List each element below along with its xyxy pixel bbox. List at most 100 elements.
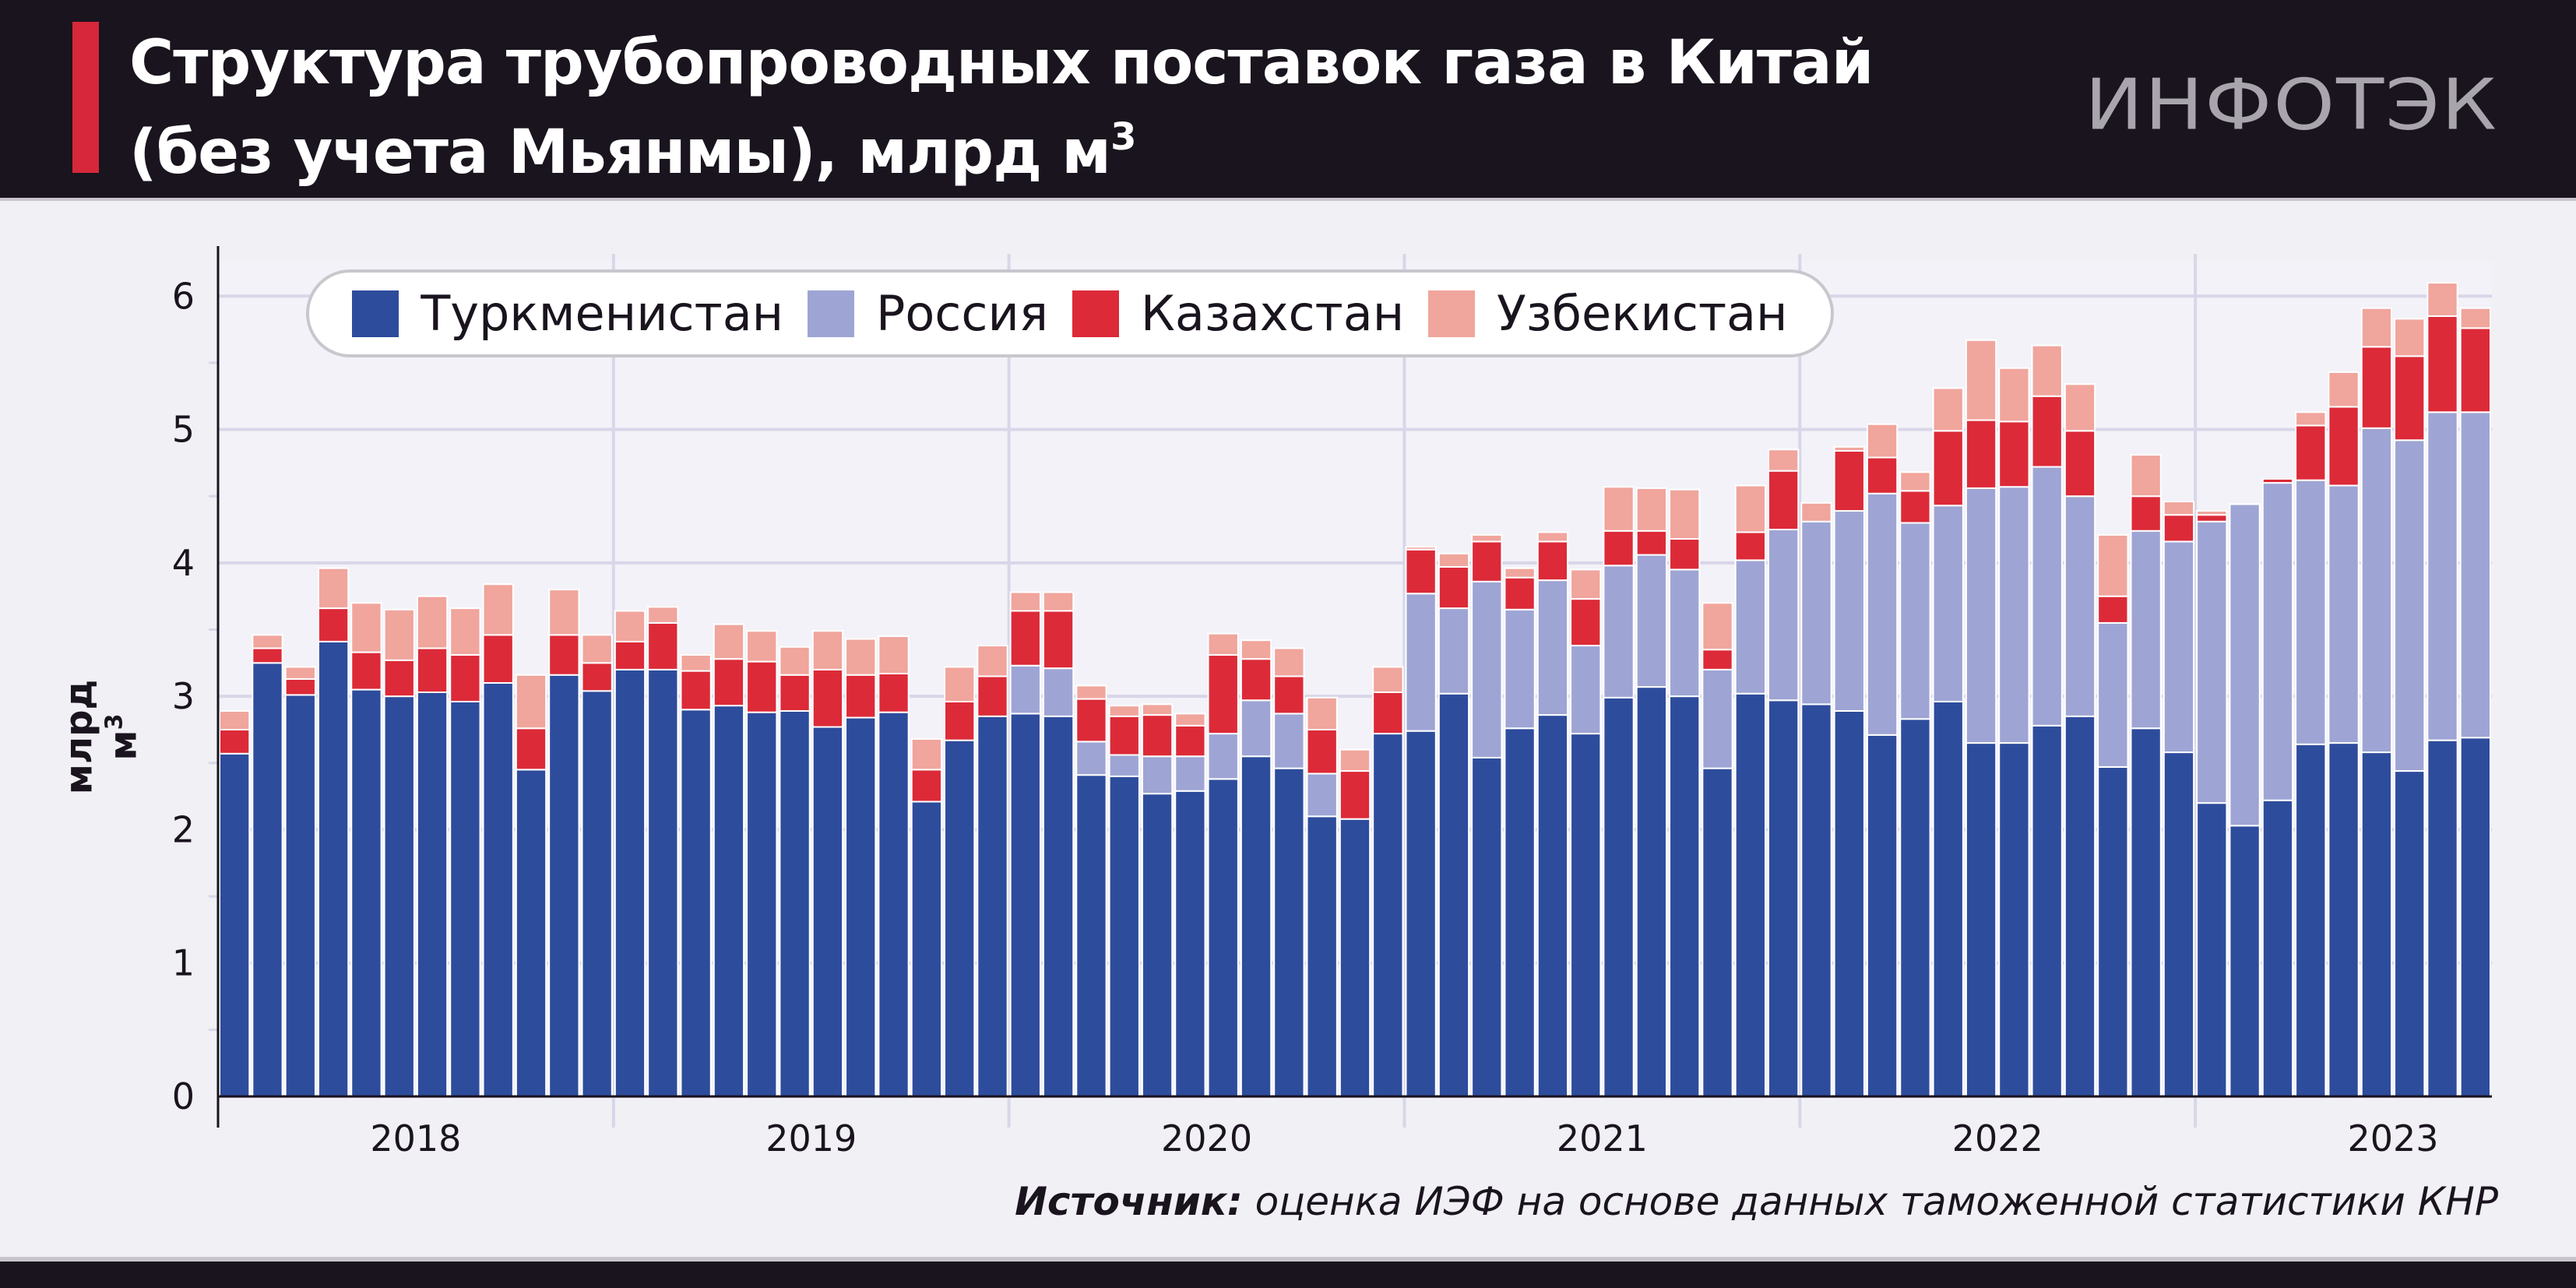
bar-russia [1800,520,1832,706]
bar-uzbekistan [1669,488,1701,540]
brand-logo: ИНФОТЭК [2085,64,2498,146]
bar-turkmenistan [1866,734,1899,1097]
bar-kazakhstan [779,674,811,712]
bar-kazakhstan [1536,540,1569,582]
bar-russia [1471,580,1503,758]
bar-uzbekistan [1800,501,1832,523]
bar-kazakhstan [1833,449,1865,512]
bar-kazakhstan [2328,406,2360,487]
bar-uzbekistan [1570,568,1602,600]
bar-kazakhstan [1372,691,1404,735]
bar-kazakhstan [252,647,283,664]
bar-uzbekistan [2130,454,2162,498]
title-superscript: 3 [1110,115,1136,159]
bar-turkmenistan [2261,799,2294,1097]
bar-russia [2459,411,2491,739]
bar-russia [1734,559,1766,695]
bar-kazakhstan [1339,770,1371,820]
bar-turkmenistan [317,640,350,1097]
bar-kazakhstan [1899,490,1931,524]
bar-kazakhstan [1570,598,1602,647]
bar-uzbekistan [1108,705,1140,717]
bar-kazakhstan [1504,576,1536,611]
bar-kazakhstan [2097,595,2129,624]
bar-kazakhstan [449,654,481,702]
bar-turkmenistan [1042,715,1075,1097]
bar-kazakhstan [1438,565,1470,610]
bar-kazakhstan [878,673,910,713]
bar-uzbekistan [2031,344,2063,397]
bar-russia [1833,510,1865,712]
bar-turkmenistan [1767,699,1800,1098]
bar-turkmenistan [2163,751,2195,1098]
bar-kazakhstan [219,728,251,755]
bar-uzbekistan [1306,696,1338,730]
bar-kazakhstan [350,651,382,691]
bar-kazakhstan [548,634,580,676]
y-tick-label: 0 [172,1075,195,1117]
legend-item-uzbekistan: Узбекистан [1427,285,1788,342]
legend-item-turkmenistan: Туркменистан [352,285,783,342]
bar-uzbekistan [1833,445,1865,452]
bar-turkmenistan [219,752,251,1097]
bar-kazakhstan [482,634,514,684]
bar-uzbekistan [1372,666,1404,693]
y-tick-label: 5 [172,409,195,451]
bar-kazakhstan [1042,610,1075,670]
bar-turkmenistan [1438,692,1470,1097]
bar-kazakhstan [647,621,679,670]
bar-turkmenistan [1108,775,1140,1097]
bar-russia [1603,565,1635,699]
bar-uzbekistan [1603,486,1635,532]
bar-uzbekistan [680,654,712,672]
bar-kazakhstan [383,659,415,698]
x-tick-label: 2020 [1161,1117,1252,1160]
bar-uzbekistan [845,638,877,676]
bar-russia [2097,621,2129,768]
bar-uzbekistan [1504,567,1536,579]
header: Структура трубопроводных поставок газа в… [0,0,2576,198]
bar-turkmenistan [977,715,1008,1097]
bar-russia [1767,529,1800,702]
bar-kazakhstan [1701,649,1733,670]
bar-kazakhstan [2064,430,2096,498]
y-tick-label: 4 [172,542,195,584]
bar-russia [1306,772,1338,818]
bar-uzbekistan [383,608,415,661]
bar-uzbekistan [2328,371,2360,408]
bar-turkmenistan [449,700,481,1097]
bar-russia [1998,486,2030,744]
bar-kazakhstan [2130,495,2162,532]
x-tick-label: 2021 [1557,1117,1648,1160]
bar-turkmenistan [910,801,943,1097]
bar-russia [1635,554,1668,688]
y-tick-label: 6 [172,275,195,317]
bar-turkmenistan [779,709,811,1097]
bar-turkmenistan [1504,727,1536,1097]
bar-turkmenistan [1965,742,1997,1097]
bar-russia [1536,579,1569,716]
bar-kazakhstan [1174,724,1206,758]
bar-kazakhstan [845,674,877,719]
bar-kazakhstan [910,769,943,803]
bar-russia [1965,487,1997,744]
bar-uzbekistan [647,606,679,624]
bar-turkmenistan [1800,703,1832,1097]
legend-swatch-kazakhstan [1072,290,1119,337]
bar-turkmenistan [1734,692,1766,1097]
bar-turkmenistan [647,668,679,1097]
bar-russia [1866,492,1899,736]
legend-label-turkmenistan: Туркменистан [421,285,784,342]
bar-uzbekistan [350,602,382,653]
y-axis-label-sup: 3 [100,713,128,730]
bar-turkmenistan [2064,715,2096,1097]
bar-russia [1240,699,1272,758]
bar-russia [1042,667,1075,717]
bar-russia [2229,503,2261,827]
bar-turkmenistan [746,711,778,1098]
bar-russia [1075,741,1107,776]
bar-turkmenistan [2426,739,2458,1097]
bar-turkmenistan [1701,767,1733,1097]
bar-uzbekistan [548,589,580,636]
footer-bar [0,1262,2576,1288]
